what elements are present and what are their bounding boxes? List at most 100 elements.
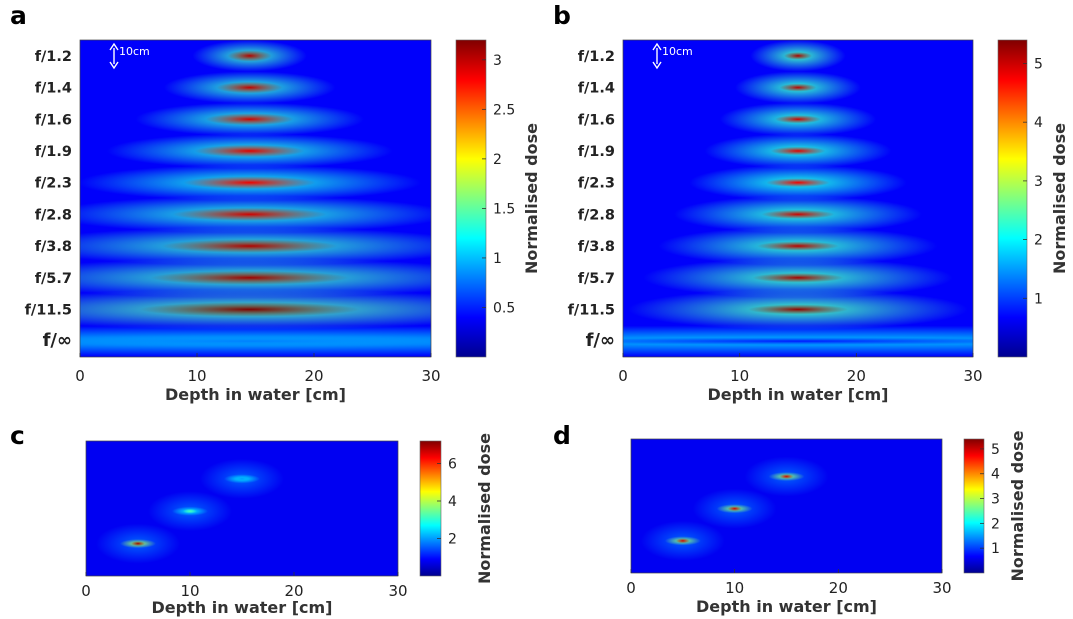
y-tick-label: f/2.3 — [578, 176, 615, 192]
colorbar-tick-label: 2 — [448, 532, 457, 548]
y-tick-label: f/1.2 — [578, 49, 615, 65]
colorbar-label: Normalised dose — [1008, 430, 1027, 581]
colorbar-tick-label: 3 — [493, 53, 502, 69]
x-tick-label: 10 — [725, 579, 744, 597]
x-tick-label: 0 — [626, 579, 636, 597]
y-tick-label: f/11.5 — [568, 302, 615, 318]
heatmap-foci — [640, 456, 829, 561]
dose-row-focus — [80, 335, 431, 347]
dose-focus-core — [727, 506, 742, 512]
x-tick-label: 10 — [187, 367, 206, 385]
x-tick-label: 30 — [421, 367, 440, 385]
colorbar-c — [419, 440, 442, 577]
dose-row-focus — [784, 52, 812, 60]
plot-frame — [85, 440, 399, 577]
dose-row-focus — [139, 302, 360, 317]
colorbar-label: Normalised dose — [522, 123, 541, 274]
dose-focus-core — [675, 538, 690, 544]
x-tick-label: 20 — [829, 579, 848, 597]
y-tick-label: f/1.2 — [35, 49, 72, 65]
panel-letter-c: c — [10, 421, 25, 450]
colorbar-tick-label: 2 — [991, 516, 1000, 532]
colorbar-tick-label: 3 — [991, 492, 1000, 508]
x-tick-label: 30 — [963, 367, 982, 385]
x-tick-label: 0 — [75, 367, 85, 385]
colorbar-tick-label: 1 — [493, 251, 502, 267]
x-tick-label: 30 — [932, 579, 951, 597]
colorbar-tick-label: 5 — [991, 442, 1000, 458]
dose-row-focus — [194, 144, 305, 158]
x-axis-label: Depth in water [cm] — [696, 597, 877, 616]
dose-row-focus — [205, 113, 294, 126]
y-tick-label: f/3.8 — [578, 239, 615, 255]
dose-row-focus — [748, 304, 848, 315]
plot-frame — [630, 438, 943, 574]
y-tick-label: f/5.7 — [35, 271, 72, 287]
y-tick-label: f/2.3 — [35, 176, 72, 192]
colorbar-b — [997, 39, 1028, 358]
scale-arrow-icon — [652, 42, 662, 70]
colorbar-tick-label: 1.5 — [493, 201, 515, 217]
dose-row-focus — [161, 239, 338, 253]
panel-letter-b: b — [553, 1, 571, 30]
colorbar-tick-label: 4 — [991, 467, 1000, 483]
plot-frame — [79, 39, 432, 358]
x-tick-label: 10 — [180, 582, 199, 600]
dose-row-focus — [623, 337, 973, 345]
y-tick-label: f/3.8 — [35, 239, 72, 255]
y-tick-label: f/11.5 — [25, 302, 72, 318]
y-tick-label: f/2.8 — [578, 207, 615, 223]
x-tick-label: 30 — [388, 582, 407, 600]
dose-row-focus — [757, 241, 839, 251]
dose-focus-core — [235, 476, 249, 482]
x-tick-label: 20 — [304, 367, 323, 385]
colorbar-tick-label: 0.5 — [493, 300, 515, 316]
dose-focus-core — [131, 541, 145, 546]
y-tick-label: f/1.6 — [578, 112, 615, 128]
colorbar-tick-label: 3 — [1034, 174, 1043, 190]
colorbar-tick-label: 4 — [448, 494, 457, 510]
panel-letter-a: a — [10, 1, 27, 30]
colorbar-tick-label: 1 — [1034, 291, 1043, 307]
dose-row-focus — [779, 83, 817, 92]
plot-frame — [622, 39, 974, 358]
x-axis-label: Depth in water [cm] — [708, 385, 889, 404]
x-tick-label: 0 — [81, 582, 91, 600]
panel-d: 0 10 20 30 Depth in water [cm] Normalised dos… — [626, 430, 1027, 616]
y-tick-label: f/5.7 — [578, 271, 615, 287]
dose-focus-core — [779, 474, 794, 479]
colorbar-tick-label: 2 — [493, 152, 502, 168]
dose-row-focus — [770, 146, 826, 156]
y-tick-label: f/2.8 — [35, 207, 72, 223]
y-tick-label: f/1.4 — [35, 81, 72, 97]
dose-row-focus — [227, 50, 272, 62]
colorbar-tick-label: 2.5 — [493, 102, 515, 118]
heatmap-rows — [80, 40, 431, 357]
x-tick-label: 20 — [847, 367, 866, 385]
dose-row-focus — [216, 81, 283, 94]
heatmap-rows — [623, 40, 973, 357]
colorbar-d — [963, 438, 985, 574]
scale-annotation: 10cm — [119, 45, 150, 58]
panel-b: f/1.2 f/1.4 f/1.6 f/1.9 f/2.3 f/2.8 f/3.8 f/5.7… — [568, 39, 1069, 404]
colorbar-tick-label: 4 — [1034, 115, 1043, 131]
x-tick-label: 0 — [618, 367, 628, 385]
dose-row-focus — [761, 209, 835, 219]
x-tick-label: 10 — [730, 367, 749, 385]
x-tick-label: 20 — [284, 582, 303, 600]
heatmap-foci — [96, 458, 284, 564]
x-axis-label: Depth in water [cm] — [152, 598, 333, 617]
dose-row-focus — [766, 178, 830, 188]
y-tick-label: f/∞ — [43, 330, 72, 351]
panel-c: 0 10 20 30 Depth in water [cm] Normalised dos… — [81, 433, 494, 617]
colorbar-tick-label: 5 — [1034, 56, 1043, 72]
colorbar-label: Normalised dose — [1050, 123, 1069, 274]
colorbar-tick-label: 2 — [1034, 233, 1043, 249]
scale-arrow-icon — [109, 42, 119, 70]
colorbar-tick-label: 6 — [448, 457, 457, 473]
panel-letter-d: d — [553, 421, 571, 450]
colorbar-label: Normalised dose — [475, 433, 494, 584]
dose-row-focus — [150, 270, 349, 285]
panel-a: f/1.2 f/1.4 f/1.6 f/1.9 f/2.3 f/2.8 f/3.8 f/5.7… — [25, 39, 541, 404]
y-tick-label: f/1.9 — [35, 144, 72, 160]
